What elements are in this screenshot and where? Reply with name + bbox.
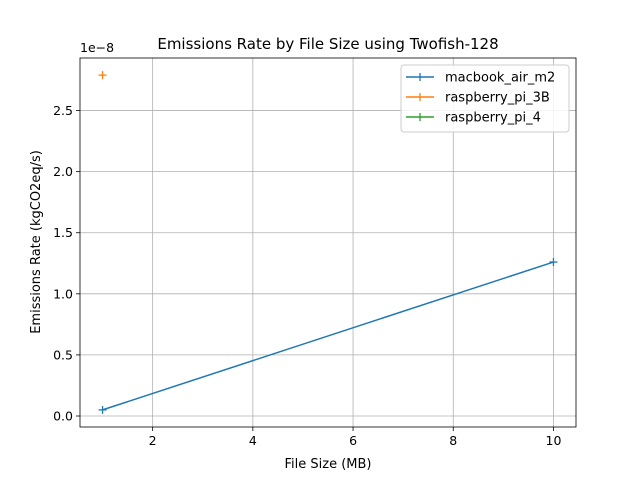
chart-title: Emissions Rate by File Size using Twofis… [157,35,498,53]
legend-box [400,64,570,133]
y-tick-label: 0.5 [53,347,73,362]
data-point-macbook_air_m2 [549,258,558,267]
x-tick-label: 4 [249,433,257,448]
x-tick-label: 6 [349,433,357,448]
legend-entry-raspberry_pi_3B: raspberry_pi_3B [406,91,550,106]
legend-label: raspberry_pi_3B [445,91,550,106]
x-tick-label: 8 [449,433,457,448]
legend-label: macbook_air_m2 [445,71,555,86]
legend-entry-raspberry_pi_4: raspberry_pi_4 [406,111,541,126]
plot-frame [79,57,577,428]
x-axis-label: File Size (MB) [285,457,372,472]
y-tick-label: 0.0 [53,409,73,424]
legend-label: raspberry_pi_4 [445,111,541,126]
legend: macbook_air_m2 raspberry_pi_3B raspberry_p… [400,64,570,133]
x-tick-label: 2 [149,433,157,448]
axis-ticks: 2 4 6 8 10 0.0 0.5 1.0 1.5 2.0 2.5 [53,103,561,448]
y-axis-offset-label: 1e−8 [80,40,114,55]
series-line-macbook_air_m2 [102,261,554,411]
y-tick-label: 2.0 [53,164,73,179]
data-point-raspberry_pi_3B [98,71,107,80]
x-tick-label: 10 [546,433,562,448]
y-tick-label: 2.5 [53,103,73,118]
y-axis-label: Emissions Rate (kgCO2eq/s) [29,150,44,334]
plot-series [98,71,558,414]
y-tick-label: 1.0 [53,286,73,301]
legend-entry-macbook_air_m2: macbook_air_m2 [406,71,555,86]
data-point-macbook_air_m2 [98,405,107,414]
y-tick-label: 1.5 [53,225,73,240]
